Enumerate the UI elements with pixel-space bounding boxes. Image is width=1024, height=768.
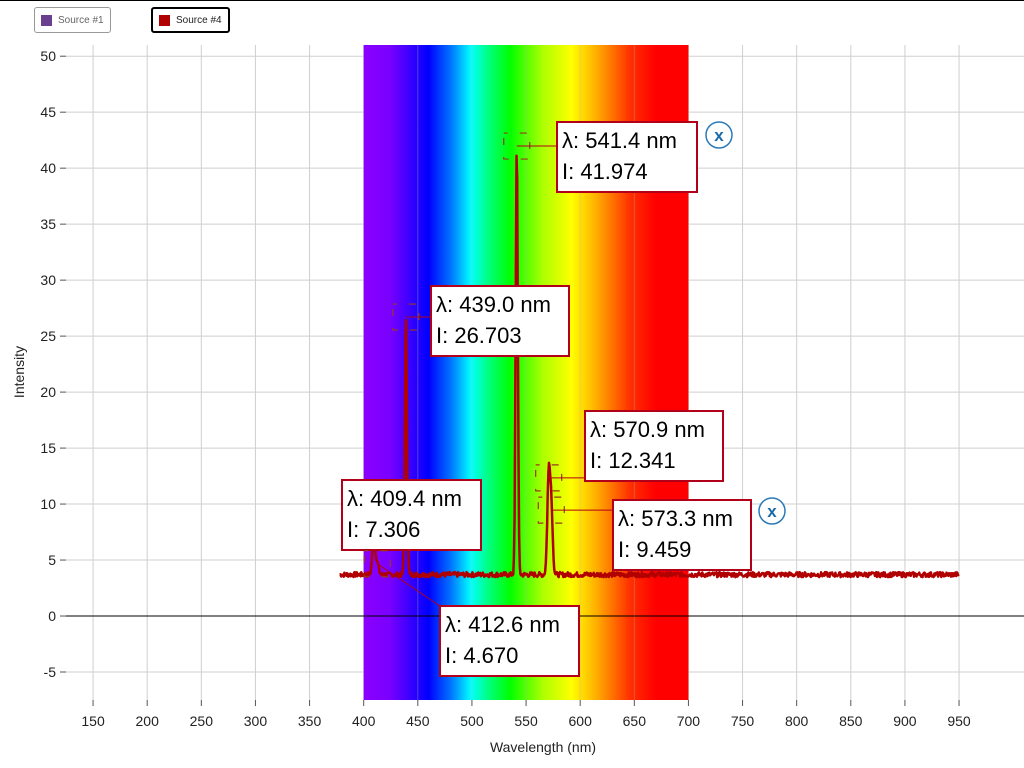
x-tick-label: 300 xyxy=(244,713,268,729)
x-tick-label: 700 xyxy=(677,713,701,729)
x-tick-label: 400 xyxy=(352,713,376,729)
x-tick-label: 200 xyxy=(136,713,160,729)
axes: 150 200 250 300 350 400 450 500 550 600 650 700 750 8… xyxy=(40,48,971,729)
y-tick-label: 35 xyxy=(40,216,56,232)
peak-wavelength-label: λ: 409.4 nm xyxy=(347,486,462,511)
legend-source-1-button[interactable]: Source #1 xyxy=(34,7,111,33)
peak-leader-line xyxy=(377,563,441,607)
peak-marker xyxy=(363,550,391,578)
x-tick-label: 950 xyxy=(947,713,971,729)
x-tick-label: 650 xyxy=(623,713,647,729)
y-tick-label: 0 xyxy=(48,608,56,624)
close-label: x xyxy=(714,126,724,145)
close-x-button[interactable]: x xyxy=(705,121,733,149)
top-border xyxy=(0,0,1024,1)
close-icon xyxy=(705,121,733,149)
x-tick-label: 450 xyxy=(406,713,430,729)
source-4-swatch xyxy=(159,14,170,26)
peak-annotations: λ: 541.4 nm I: 41.974 λ: 439.0 nm I: 26.703… xyxy=(341,121,752,677)
source-1-label: Source #1 xyxy=(58,14,104,26)
y-tick-label: 5 xyxy=(48,552,56,568)
close-label: x xyxy=(767,502,777,521)
y-tick-label: 10 xyxy=(40,496,56,512)
peak-annotation-box xyxy=(430,285,570,357)
peak-intensity-label: I: 9.459 xyxy=(618,537,691,562)
peak-wavelength-label: λ: 541.4 nm xyxy=(562,128,677,153)
peak-annotation-box xyxy=(556,121,698,193)
peak-intensity-label: I: 41.974 xyxy=(562,159,648,184)
y-tick-label: 25 xyxy=(40,328,56,344)
legend-source-4-button[interactable]: Source #4 xyxy=(151,7,230,33)
x-tick-label: 800 xyxy=(785,713,809,729)
y-tick-label: 30 xyxy=(40,272,56,288)
y-tick-label: 20 xyxy=(40,384,56,400)
x-tick-label: 150 xyxy=(81,713,105,729)
close-buttons: xx xyxy=(705,121,786,525)
close-icon xyxy=(758,497,786,525)
peak-wavelength-label: λ: 570.9 nm xyxy=(590,417,705,442)
close-x-button[interactable]: x xyxy=(758,497,786,525)
series-source-4-line xyxy=(339,154,960,579)
x-tick-label: 850 xyxy=(839,713,863,729)
x-tick-label: 600 xyxy=(569,713,593,729)
peak-wavelength-label: λ: 573.3 nm xyxy=(618,506,733,531)
x-tick-label: 550 xyxy=(514,713,538,729)
x-tick-label: 500 xyxy=(460,713,484,729)
y-axis-label: Intensity xyxy=(11,346,27,398)
y-tick-label: 15 xyxy=(40,440,56,456)
y-tick-label: -5 xyxy=(44,664,57,680)
peak-intensity-label: I: 7.306 xyxy=(347,517,420,542)
x-tick-label: 350 xyxy=(298,713,322,729)
peak-annotation-box xyxy=(584,410,724,482)
peak-intensity-label: I: 12.341 xyxy=(590,448,676,473)
x-tick-label: 900 xyxy=(893,713,917,729)
peak-wavelength-label: λ: 439.0 nm xyxy=(436,292,551,317)
x-tick-label: 250 xyxy=(190,713,214,729)
y-tick-label: 40 xyxy=(40,160,56,176)
peak-annotation-box xyxy=(341,479,482,551)
peak-annotation-box xyxy=(439,605,580,677)
source-1-swatch xyxy=(41,14,52,26)
source-4-label: Source #4 xyxy=(176,14,222,26)
peak-intensity-label: I: 26.703 xyxy=(436,323,522,348)
peak-intensity-label: I: 4.670 xyxy=(445,643,518,668)
y-tick-label: 50 xyxy=(40,48,56,64)
peak-annotation-box xyxy=(612,499,752,571)
x-axis-label: Wavelength (nm) xyxy=(490,739,596,755)
peak-wavelength-label: λ: 412.6 nm xyxy=(445,612,560,637)
y-tick-label: 45 xyxy=(40,104,56,120)
x-tick-label: 750 xyxy=(731,713,755,729)
